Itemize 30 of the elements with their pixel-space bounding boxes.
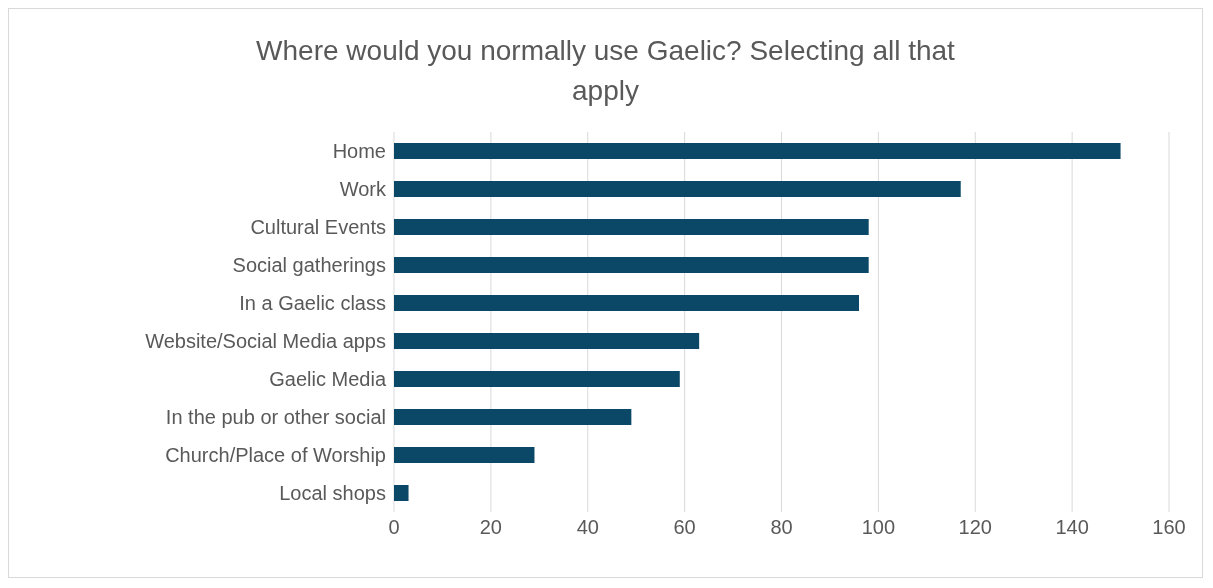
bar <box>394 371 680 387</box>
x-tick-label: 100 <box>861 516 896 539</box>
bar <box>394 257 869 273</box>
y-tick-label: Social gatherings <box>232 254 386 277</box>
x-tick-label: 120 <box>958 516 992 539</box>
x-tick-label: 20 <box>479 516 502 539</box>
bar <box>394 333 700 349</box>
x-tick-label: 40 <box>576 516 599 539</box>
x-tick-label: 0 <box>388 516 400 539</box>
bar <box>394 409 632 425</box>
y-tick-label: Church/Place of Worship <box>165 444 386 467</box>
x-tick-label: 160 <box>1152 516 1186 539</box>
x-tick-label: 60 <box>673 516 696 539</box>
bar <box>394 295 859 311</box>
bar <box>394 181 961 197</box>
y-tick-label: Local shops <box>279 482 386 505</box>
y-tick-label: Work <box>339 178 387 201</box>
y-tick-label: Gaelic Media <box>269 368 387 391</box>
bar <box>394 143 1121 159</box>
bar <box>394 219 869 235</box>
bar <box>394 447 535 463</box>
bar <box>394 485 409 501</box>
y-tick-label: Website/Social Media apps <box>145 330 386 353</box>
y-tick-label: In the pub or other social <box>165 406 386 429</box>
x-tick-label: 80 <box>770 516 793 539</box>
x-tick-label: 140 <box>1055 516 1089 539</box>
y-tick-label: In a Gaelic class <box>239 292 386 315</box>
y-tick-label: Home <box>332 140 386 163</box>
chart-title: Where would you normally use Gaelic? Selecting all that apply <box>255 34 956 108</box>
y-tick-label: Cultural Events <box>250 216 386 239</box>
